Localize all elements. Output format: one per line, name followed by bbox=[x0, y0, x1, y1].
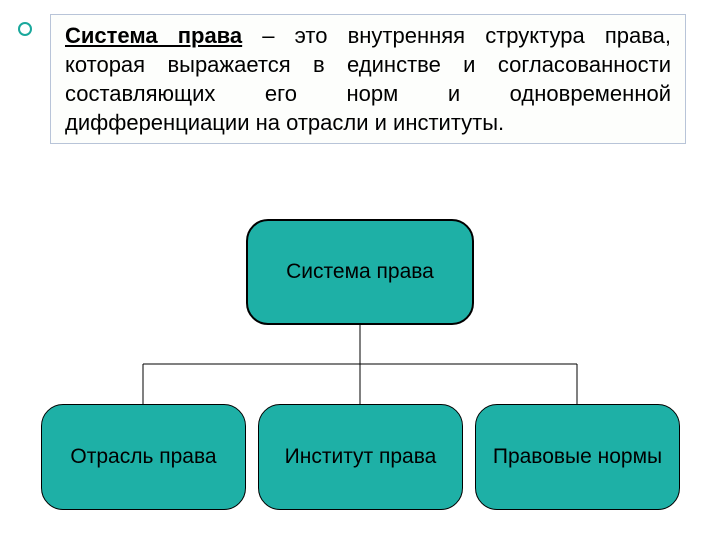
root-node: Система права bbox=[246, 219, 474, 325]
child-node-1: Отрасль права bbox=[41, 404, 246, 510]
definition-box: Система права – это внутренняя структура… bbox=[50, 14, 686, 144]
child-node-3: Правовые нормы bbox=[475, 404, 680, 510]
child-node-2-label: Институт права bbox=[285, 445, 437, 469]
definition-title: Система права bbox=[65, 23, 242, 48]
slide-bullet bbox=[18, 22, 32, 36]
child-node-2: Институт права bbox=[258, 404, 463, 510]
child-node-1-label: Отрасль права bbox=[70, 445, 216, 469]
definition-separator: – bbox=[242, 23, 295, 48]
child-node-3-label: Правовые нормы bbox=[493, 445, 662, 469]
root-node-label: Система права bbox=[286, 260, 434, 284]
